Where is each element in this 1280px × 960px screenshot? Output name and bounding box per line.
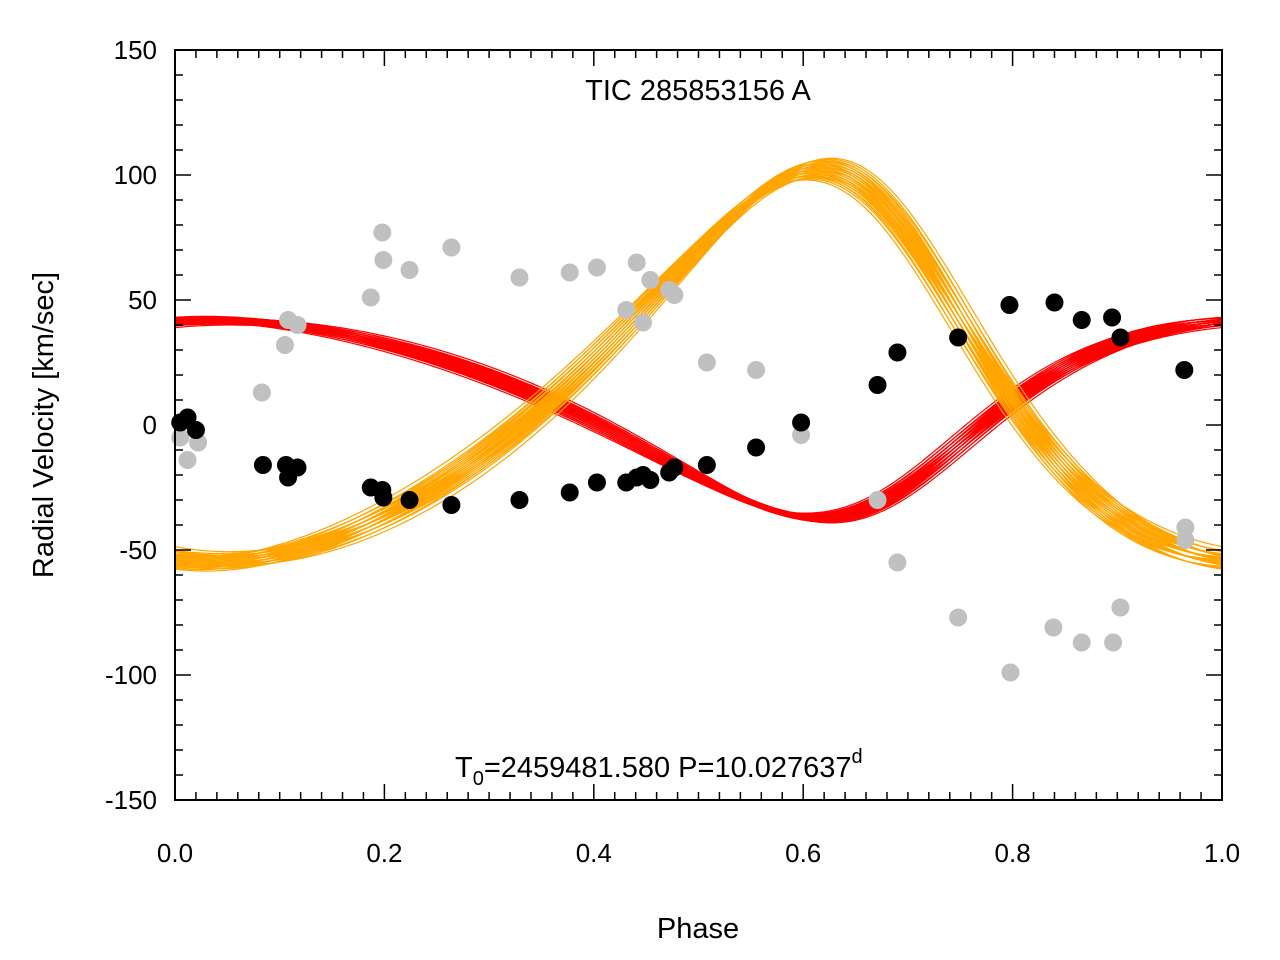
primary-point: [1072, 311, 1091, 329]
fit-curve: [174, 167, 1223, 569]
ephemeris-superscript: d: [852, 746, 863, 768]
primary-point: [949, 328, 968, 347]
secondary-point: [1111, 598, 1130, 617]
y-tick-label: 50: [128, 285, 157, 315]
primary-point: [747, 438, 766, 457]
secondary-point: [1001, 663, 1020, 682]
y-tick-label: -50: [119, 535, 157, 565]
fit-curve: [174, 316, 1223, 521]
secondary-point: [888, 553, 907, 572]
secondary-point: [1044, 618, 1063, 637]
ephemeris-t-prefix: T: [455, 752, 473, 784]
primary-point: [1175, 361, 1194, 379]
fit-curve: [174, 316, 1223, 523]
y-tick-label: -150: [105, 785, 157, 815]
secondary-point: [747, 361, 766, 379]
fit-curve: [174, 317, 1223, 518]
primary-point: [1000, 296, 1019, 314]
primary-fit-curves: [174, 315, 1223, 524]
primary-point: [186, 421, 205, 439]
primary-point: [1045, 293, 1064, 312]
secondary-point: [178, 451, 197, 469]
chart-title: TIC 285853156 A: [585, 75, 811, 107]
y-tick-label: -100: [105, 660, 157, 690]
secondary-point: [868, 491, 887, 509]
x-tick-label: 0.6: [785, 838, 821, 868]
x-axis-title: Phase: [657, 913, 739, 945]
x-tick-label: 0.2: [366, 838, 402, 868]
fit-curve: [174, 159, 1223, 570]
x-tick-label: 1.0: [1204, 838, 1240, 868]
y-tick-label: 100: [114, 160, 157, 190]
fit-curve: [174, 170, 1223, 568]
secondary-point: [1072, 633, 1091, 652]
secondary-point: [560, 263, 579, 282]
primary-point: [697, 456, 716, 474]
secondary-point: [275, 336, 294, 354]
primary-point: [253, 456, 272, 474]
secondary-point: [1176, 531, 1195, 549]
ephemeris-t-subscript: 0: [473, 768, 484, 790]
primary-point: [442, 496, 461, 514]
secondary-point: [288, 316, 307, 334]
primary-point: [1103, 308, 1122, 327]
primary-point: [792, 413, 811, 432]
secondary-point: [510, 268, 529, 287]
ephemeris-main-text: =2459481.580 P=10.027637: [484, 752, 852, 784]
axis-ticks: [174, 49, 1223, 801]
secondary-point: [641, 271, 660, 289]
secondary-point: [627, 253, 646, 272]
secondary-point: [361, 288, 380, 307]
x-tick-label: 0.8: [995, 838, 1031, 868]
secondary-point: [587, 258, 606, 277]
secondary-point: [949, 608, 968, 627]
y-axis-title: Radial Velocity [km/sec]: [28, 272, 60, 578]
secondary-point: [373, 223, 392, 242]
primary-point: [374, 488, 393, 507]
fit-curve: [174, 160, 1223, 564]
secondary-point: [1176, 518, 1195, 537]
fit-curve: [174, 163, 1223, 571]
fit-curve: [174, 317, 1223, 524]
primary-point: [400, 491, 419, 509]
secondary-point: [252, 383, 271, 402]
fit-curve: [174, 315, 1223, 522]
axis-tick-labels: 0.0 0.2 0.4 0.6 0.8 1.0 150 100 50 0 -50 -100 -150: [105, 35, 1240, 868]
fit-curve: [174, 318, 1223, 524]
fit-curve: [174, 316, 1223, 519]
primary-point: [1111, 328, 1130, 347]
y-tick-label: 0: [143, 410, 157, 440]
secondary-point: [665, 286, 684, 304]
secondary-data-points: [171, 223, 1195, 682]
primary-point: [868, 376, 887, 394]
primary-point: [587, 473, 606, 492]
fit-curve: [174, 160, 1223, 572]
ephemeris-annotation: T0=2459481.580 P=10.027637d: [455, 746, 863, 790]
primary-point: [888, 343, 907, 362]
secondary-point: [1104, 633, 1123, 652]
primary-point: [641, 471, 660, 489]
secondary-point: [697, 353, 716, 372]
secondary-point: [792, 426, 811, 444]
x-tick-label: 0.4: [576, 838, 612, 868]
secondary-point: [374, 251, 393, 269]
primary-point: [560, 483, 579, 502]
primary-point: [288, 458, 307, 477]
secondary-point: [400, 261, 419, 279]
primary-point: [510, 491, 529, 509]
secondary-fit-curves: [174, 157, 1223, 572]
primary-point: [665, 458, 684, 477]
x-tick-label: 0.0: [157, 838, 193, 868]
primary-data-points: [171, 293, 1194, 514]
y-tick-label: 150: [114, 35, 157, 65]
secondary-point: [442, 238, 461, 257]
fit-curve: [174, 157, 1223, 566]
secondary-point: [617, 301, 636, 319]
fit-curve: [174, 158, 1223, 568]
secondary-point: [634, 313, 653, 332]
